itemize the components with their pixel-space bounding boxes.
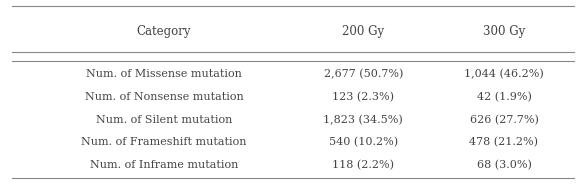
Text: 68 (3.0%): 68 (3.0%)	[476, 160, 532, 170]
Text: 478 (21.2%): 478 (21.2%)	[469, 137, 539, 148]
Text: Num. of Nonsense mutation: Num. of Nonsense mutation	[85, 92, 243, 102]
Text: 200 Gy: 200 Gy	[342, 25, 384, 38]
Text: Num. of Silent mutation: Num. of Silent mutation	[96, 115, 232, 125]
Text: 118 (2.2%): 118 (2.2%)	[332, 160, 394, 170]
Text: Num. of Inframe mutation: Num. of Inframe mutation	[90, 160, 239, 170]
Text: 540 (10.2%): 540 (10.2%)	[329, 137, 398, 148]
Text: 123 (2.3%): 123 (2.3%)	[332, 92, 394, 102]
Text: 300 Gy: 300 Gy	[483, 25, 525, 38]
Text: 1,044 (46.2%): 1,044 (46.2%)	[464, 69, 544, 79]
Text: Category: Category	[137, 25, 192, 38]
Text: 626 (27.7%): 626 (27.7%)	[469, 114, 539, 125]
Text: 2,677 (50.7%): 2,677 (50.7%)	[323, 69, 403, 79]
Text: Num. of Missense mutation: Num. of Missense mutation	[86, 69, 242, 79]
Text: 42 (1.9%): 42 (1.9%)	[476, 92, 532, 102]
Text: Num. of Frameshift mutation: Num. of Frameshift mutation	[81, 137, 247, 147]
Text: 1,823 (34.5%): 1,823 (34.5%)	[323, 114, 403, 125]
